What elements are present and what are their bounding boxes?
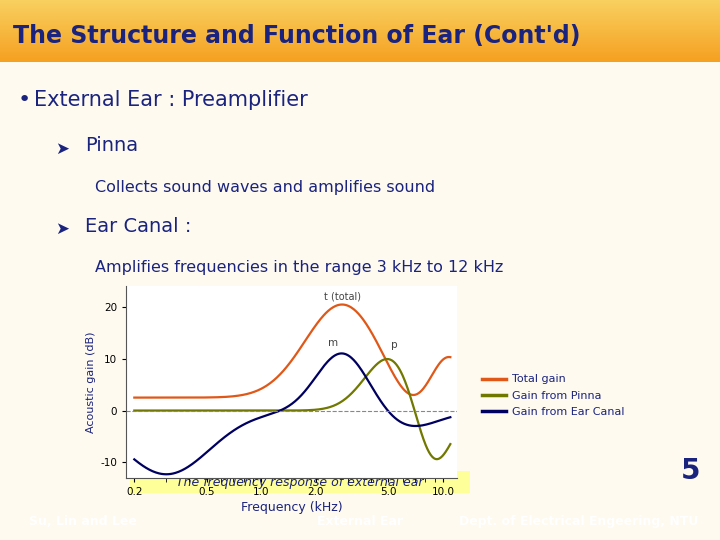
Text: p: p: [391, 340, 397, 350]
X-axis label: Frequency (kHz): Frequency (kHz): [240, 501, 343, 514]
Bar: [0, 2, 720, 3]
Bar: [0, 61, 720, 62]
Bar: [0, 29, 720, 30]
Bar: [0, 1, 720, 2]
Bar: [0, 12, 720, 13]
Bar: [0, 36, 720, 37]
Bar: [0, 19, 720, 20]
Bar: [0, 20, 720, 21]
Bar: [0, 10, 720, 11]
Y-axis label: Acoustic gain (dB): Acoustic gain (dB): [86, 332, 96, 433]
Bar: [0, 0, 720, 1]
Bar: [0, 18, 720, 19]
Bar: [0, 13, 720, 14]
Bar: [0, 11, 720, 12]
Bar: [0, 35, 720, 36]
Text: The Structure and Function of Ear (Cont'd): The Structure and Function of Ear (Cont'…: [13, 24, 580, 48]
Text: 5: 5: [680, 457, 700, 485]
Bar: [0, 46, 720, 47]
Text: Pinna: Pinna: [85, 136, 138, 155]
Bar: [0, 49, 720, 50]
FancyBboxPatch shape: [130, 471, 470, 493]
Bar: [0, 28, 720, 29]
Bar: [0, 47, 720, 48]
Bar: [0, 23, 720, 24]
Bar: [0, 21, 720, 22]
Bar: [0, 50, 720, 51]
Text: •: •: [18, 90, 31, 110]
Bar: [0, 7, 720, 8]
Bar: [0, 15, 720, 16]
Bar: [0, 45, 720, 46]
Text: ➤: ➤: [55, 140, 69, 158]
Bar: [0, 52, 720, 53]
Text: The frequency response of external ear: The frequency response of external ear: [176, 476, 424, 489]
Bar: [0, 54, 720, 55]
Text: t (total): t (total): [324, 291, 361, 301]
Bar: [0, 30, 720, 31]
Bar: [0, 55, 720, 56]
Bar: [0, 37, 720, 38]
Bar: [0, 5, 720, 6]
Bar: [0, 16, 720, 17]
Text: Ear Canal :: Ear Canal :: [85, 217, 192, 236]
Bar: [0, 56, 720, 57]
Text: Amplifies frequencies in the range 3 kHz to 12 kHz: Amplifies frequencies in the range 3 kHz…: [95, 260, 503, 275]
Bar: [0, 9, 720, 10]
Bar: [0, 51, 720, 52]
Bar: [0, 22, 720, 23]
Bar: [0, 59, 720, 60]
Bar: [0, 24, 720, 25]
Bar: [0, 3, 720, 4]
Text: External Ear : Preamplifier: External Ear : Preamplifier: [34, 90, 307, 110]
Bar: [0, 34, 720, 35]
Bar: [0, 42, 720, 43]
Bar: [0, 57, 720, 58]
Bar: [0, 33, 720, 34]
Bar: [0, 31, 720, 32]
Bar: [0, 53, 720, 54]
Text: Dept. of Electrical Engeering, NTU: Dept. of Electrical Engeering, NTU: [459, 515, 698, 528]
Bar: [0, 25, 720, 26]
Bar: [0, 43, 720, 44]
Bar: [0, 8, 720, 9]
Bar: [0, 39, 720, 40]
Bar: [0, 6, 720, 7]
Bar: [0, 48, 720, 49]
Bar: [0, 4, 720, 5]
Bar: [0, 41, 720, 42]
Bar: [0, 58, 720, 59]
Text: External Ear: External Ear: [317, 515, 403, 528]
Bar: [0, 38, 720, 39]
Bar: [0, 17, 720, 18]
Bar: [0, 14, 720, 15]
Text: m: m: [328, 338, 338, 348]
Bar: [0, 40, 720, 41]
Bar: [0, 60, 720, 61]
Bar: [0, 32, 720, 33]
Text: Su, Lin and Lee: Su, Lin and Lee: [29, 515, 137, 528]
Text: Collects sound waves and amplifies sound: Collects sound waves and amplifies sound: [95, 180, 435, 195]
Text: ➤: ➤: [55, 220, 69, 238]
Legend: Total gain, Gain from Pinna, Gain from Ear Canal: Total gain, Gain from Pinna, Gain from E…: [477, 370, 629, 421]
Bar: [0, 44, 720, 45]
Bar: [0, 26, 720, 28]
